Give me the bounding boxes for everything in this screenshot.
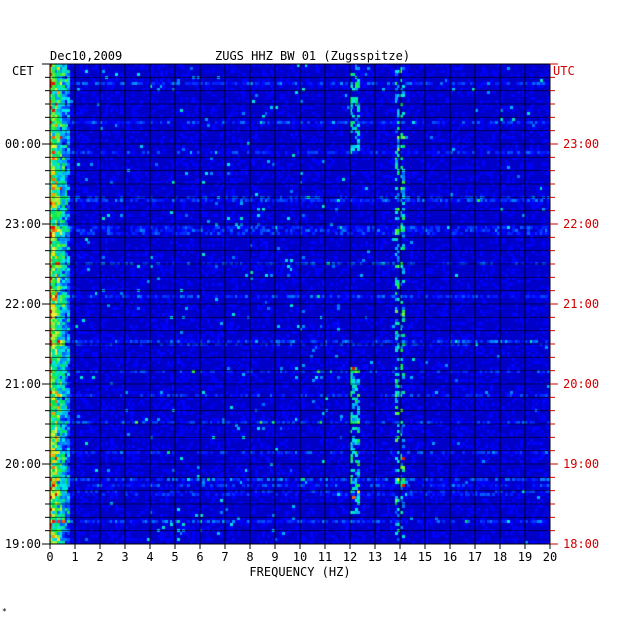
- footer-mark: *: [2, 607, 7, 616]
- left-tick-label: 21:00: [5, 377, 41, 391]
- x-tick-label: 16: [443, 550, 457, 564]
- x-tick-label: 8: [246, 550, 253, 564]
- right-tick-label: 18:00: [563, 537, 599, 551]
- gridlines: [50, 64, 550, 544]
- frequency-axis: 0 1 2 3 4 5 6 7 8 9 10 11 12 13 14 15 16 17 18 19 20: [46, 544, 557, 564]
- chart-title: ZUGS HHZ BW 01 (Zugsspitze): [215, 49, 410, 63]
- x-tick-label: 19: [518, 550, 532, 564]
- x-tick-label: 9: [271, 550, 278, 564]
- left-time-axis: 00:00 23:00 22:00 21:00 20:00 19:00: [5, 63, 50, 551]
- x-tick-label: 7: [221, 550, 228, 564]
- x-tick-label: 5: [171, 550, 178, 564]
- left-tick-label: 20:00: [5, 457, 41, 471]
- right-tick-label: 19:00: [563, 457, 599, 471]
- x-tick-label: 18: [493, 550, 507, 564]
- x-tick-label: 1: [71, 550, 78, 564]
- right-time-axis: 23:00 22:00 21:00 20:00 19:00 18:00: [550, 63, 599, 551]
- x-tick-label: 6: [196, 550, 203, 564]
- x-tick-label: 14: [393, 550, 407, 564]
- x-tick-label: 2: [96, 550, 103, 564]
- x-tick-label: 13: [368, 550, 382, 564]
- x-tick-label: 0: [46, 550, 53, 564]
- x-tick-label: 11: [318, 550, 332, 564]
- date-label: Dec10,2009: [50, 49, 122, 63]
- x-tick-label: 10: [293, 550, 307, 564]
- right-tick-label: 23:00: [563, 137, 599, 151]
- right-tick-label: 20:00: [563, 377, 599, 391]
- x-tick-label: 17: [468, 550, 482, 564]
- left-tick-label: 23:00: [5, 217, 41, 231]
- x-tick-label: 3: [121, 550, 128, 564]
- x-tick-label: 12: [343, 550, 357, 564]
- right-tick-label: 22:00: [563, 217, 599, 231]
- x-tick-label: 20: [543, 550, 557, 564]
- cet-axis-label: CET: [12, 64, 34, 78]
- x-axis-title: FREQUENCY (HZ): [249, 565, 350, 579]
- utc-axis-label: UTC: [553, 64, 575, 78]
- right-tick-label: 21:00: [563, 297, 599, 311]
- x-tick-label: 4: [146, 550, 153, 564]
- x-tick-label: 15: [418, 550, 432, 564]
- left-tick-label: 00:00: [5, 137, 41, 151]
- left-tick-label: 19:00: [5, 537, 41, 551]
- left-tick-label: 22:00: [5, 297, 41, 311]
